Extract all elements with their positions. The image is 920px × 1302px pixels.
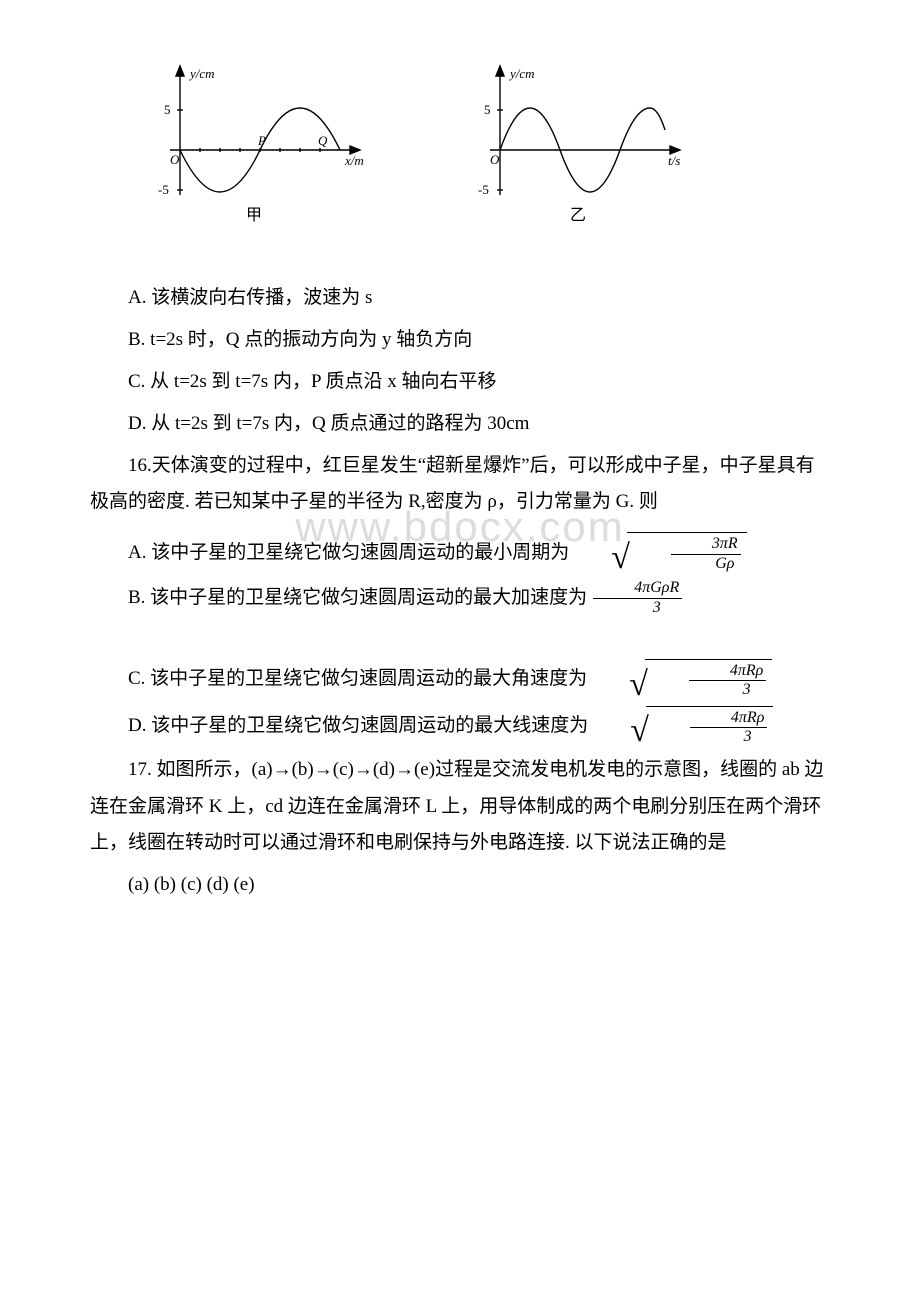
q16-a-den: Gρ [671, 555, 741, 573]
q16-stem: 16.天体演变的过程中，红巨星发生“超新星爆炸”后，可以形成中子星，中子星具有极… [90, 448, 830, 520]
q16-option-d: D. 该中子星的卫星绕它做匀速圆周运动的最大线速度为 √ 4πRρ 3 [90, 706, 830, 747]
left-yaxis-label: y/cm [188, 66, 215, 81]
q16-b-den: 3 [593, 599, 682, 617]
diagram-right: y/cm t/s 5 -5 O 乙 [470, 60, 690, 240]
q16-option-a: A. 该中子星的卫星绕它做匀速圆周运动的最小周期为 √ 3πR Gρ [90, 532, 830, 573]
left-point-p: P [257, 133, 266, 148]
q16-d-text: D. 该中子星的卫星绕它做匀速圆周运动的最大线速度为 [90, 708, 588, 744]
sqrt-icon: √ 4πRρ 3 [592, 706, 773, 747]
sqrt-icon: √ 3πR Gρ [573, 532, 746, 573]
q15-option-b: B. t=2s 时，Q 点的振动方向为 y 轴负方向 [90, 322, 830, 358]
q15-option-c: C. 从 t=2s 到 t=7s 内，P 质点沿 x 轴向右平移 [90, 364, 830, 400]
left-label: 甲 [246, 207, 262, 224]
left-xaxis-label: x/m [344, 153, 364, 168]
q16-c-num: 4πRρ [689, 662, 766, 681]
q16-a-text: A. 该中子星的卫星绕它做匀速圆周运动的最小周期为 [90, 535, 569, 571]
left-point-q: Q [318, 133, 328, 148]
right-label: 乙 [570, 207, 586, 224]
left-ytick-5: 5 [164, 102, 171, 117]
left-origin: O [170, 152, 180, 167]
wave-diagrams: y/cm x/m 5 -5 O P Q 甲 y/cm t/s 5 -5 O 乙 [150, 60, 830, 240]
right-ytick-neg5: -5 [478, 182, 489, 197]
q15-option-d: D. 从 t=2s 到 t=7s 内，Q 质点通过的路程为 30cm [90, 406, 830, 442]
q16-b-num: 4πGρR [593, 579, 682, 598]
q16-a-num: 3πR [671, 535, 741, 554]
right-xaxis-label: t/s [668, 153, 680, 168]
right-ytick-5: 5 [484, 102, 491, 117]
right-origin: O [490, 152, 500, 167]
left-ytick-neg5: -5 [158, 182, 169, 197]
q15-option-a: A. 该横波向右传播，波速为 s [90, 280, 830, 316]
q17-labels: (a) (b) (c) (d) (e) [90, 867, 830, 903]
q16-d-num: 4πRρ [690, 709, 767, 728]
q16-option-c: C. 该中子星的卫星绕它做匀速圆周运动的最大角速度为 √ 4πRρ 3 [90, 659, 830, 700]
q16-c-text: C. 该中子星的卫星绕它做匀速圆周运动的最大角速度为 [90, 661, 587, 697]
q16-b-text: B. 该中子星的卫星绕它做匀速圆周运动的最大加速度为 [90, 580, 587, 616]
right-yaxis-label: y/cm [508, 66, 535, 81]
q16-c-den: 3 [689, 681, 766, 699]
diagram-left: y/cm x/m 5 -5 O P Q 甲 [150, 60, 370, 240]
q16-d-den: 3 [690, 728, 767, 746]
q16-option-b: B. 该中子星的卫星绕它做匀速圆周运动的最大加速度为 4πGρR 3 [90, 579, 830, 617]
q17-stem: 17. 如图所示，(a)→(b)→(c)→(d)→(e)过程是交流发电机发电的示… [90, 752, 830, 860]
sqrt-icon: √ 4πRρ 3 [591, 659, 772, 700]
